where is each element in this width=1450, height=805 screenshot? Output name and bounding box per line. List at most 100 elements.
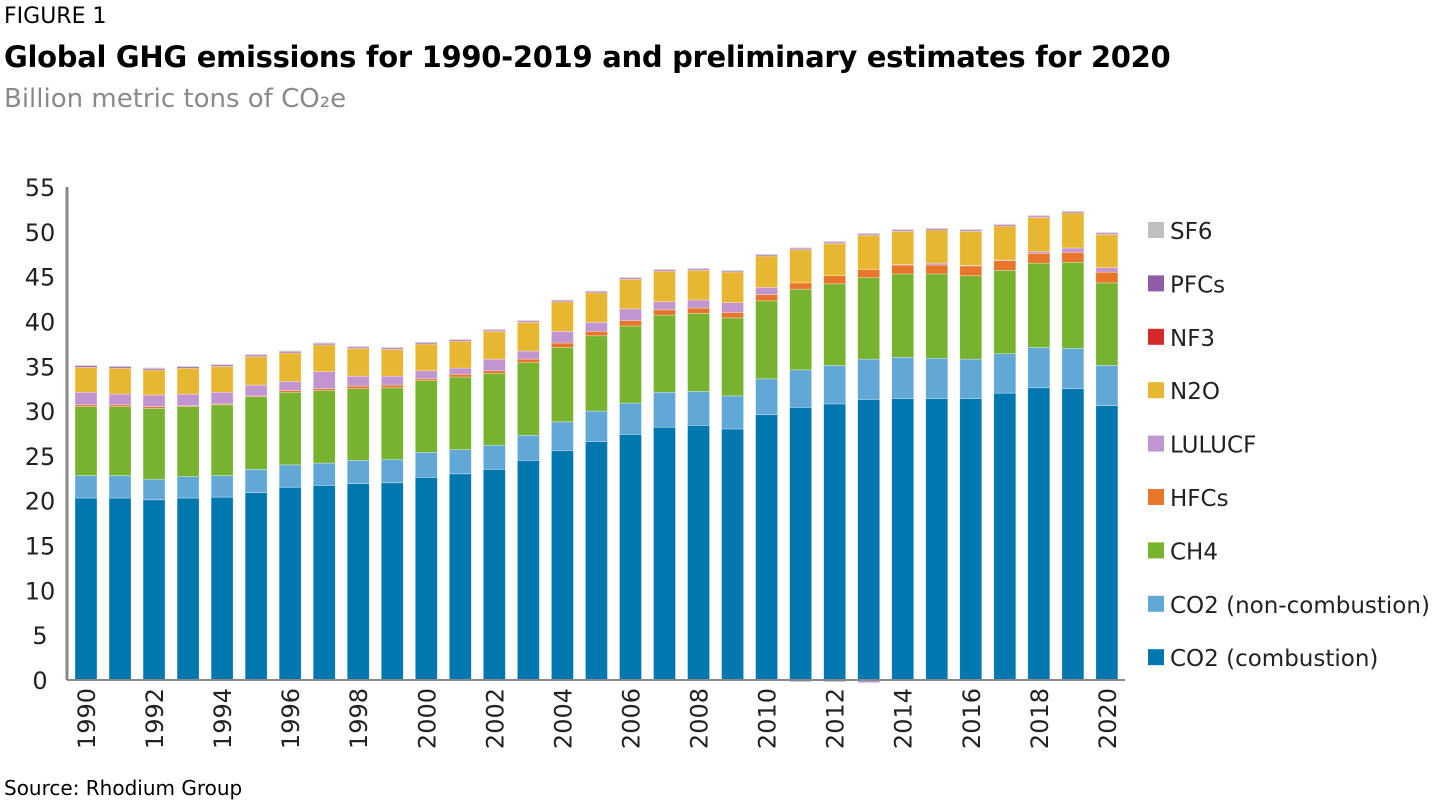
x-tick-label: 2000 (413, 688, 441, 749)
bar-segment-co2-combustion--2015 (925, 398, 949, 681)
bar-segment-co2-non-combustion--1998 (346, 460, 370, 484)
bar-segment-sf6-2014 (891, 228, 915, 231)
y-tick-label: 15 (25, 533, 56, 561)
legend-swatch (1148, 328, 1164, 345)
bar-segment-n2o-2007 (653, 270, 676, 303)
bar-segment-n2o-2008 (687, 270, 710, 301)
bar-segment-hfcs-2009 (721, 312, 744, 319)
bar-segment-lulucf-2006 (619, 308, 642, 321)
bar-segment-co2-non-combustion--1992 (142, 478, 166, 501)
bar-segment-co2-non-combustion--2010 (755, 378, 778, 415)
bar-segment-co2-combustion--2001 (449, 473, 472, 681)
bar-segment-sf6-2012 (823, 240, 846, 243)
x-tick-label: 2008 (686, 688, 714, 749)
bar-segment-ch4-1999 (380, 387, 404, 460)
bar-segment-ch4-2014 (891, 273, 915, 358)
bar-segment-n2o-1998 (346, 348, 370, 377)
bar-segment-sf6-2006 (619, 276, 642, 279)
bar-segment-hfcs-2016 (959, 265, 983, 277)
bar-segment-lulucf-2000 (414, 370, 438, 380)
legend-swatch (1148, 595, 1164, 612)
bar-segment-ch4-2019 (1061, 261, 1085, 349)
bar-segment-n2o-2001 (449, 340, 472, 369)
bar-segment-ch4-2005 (585, 335, 608, 412)
bar-segment-hfcs-1999 (380, 384, 404, 389)
bar-segment-ch4-2006 (619, 325, 642, 404)
bar-segment-lulucf-1990 (74, 391, 98, 406)
bar-segment-co2-non-combustion--1991 (108, 475, 132, 499)
chart-title: Global GHG emissions for 1990-2019 and p… (4, 40, 1171, 74)
y-tick-label: 10 (25, 577, 56, 605)
bar-segment-co2-combustion--2017 (993, 392, 1017, 681)
bar-segment-co2-combustion--1992 (142, 499, 166, 681)
bar-segment-co2-non-combustion--1997 (312, 462, 336, 486)
y-tick-label: 50 (25, 219, 56, 247)
bar-segment-hfcs-2012 (823, 275, 846, 285)
bar-segment-co2-combustion--1994 (210, 496, 234, 681)
bar-segment-co2-non-combustion--2015 (925, 357, 949, 399)
x-tick-label: 2012 (822, 688, 850, 749)
bar-segment-co2-non-combustion--2014 (891, 357, 915, 399)
bar-segment-co2-combustion--1999 (380, 482, 404, 681)
bar-segment-ch4-2015 (925, 273, 949, 359)
bar-segment-co2-combustion--2020 (1095, 405, 1119, 681)
y-tick-label: 25 (25, 443, 56, 471)
bar-segment-sf6-2001 (449, 338, 472, 341)
bar-segment-sf6-2015 (925, 227, 949, 229)
bar-segment-lulucf-2002 (483, 358, 506, 372)
bar-segment-lulucf-2009 (721, 302, 744, 313)
bar-segment-n2o-2009 (721, 271, 744, 303)
bar-segment-sf6-1998 (346, 345, 370, 348)
legend-label: N2O (1170, 379, 1220, 405)
bar-segment-co2-combustion--2007 (653, 426, 676, 681)
bar-segment-sf6-1991 (108, 365, 132, 367)
y-tick-label: 5 (32, 622, 47, 650)
bar-segment-co2-non-combustion--2011 (789, 369, 812, 408)
bar-segment-ch4-1997 (312, 390, 336, 464)
bar-segment-co2-combustion--1995 (244, 492, 268, 681)
bar-segment-ch4-2003 (517, 362, 540, 436)
legend-swatch (1148, 382, 1164, 399)
legend-swatch (1148, 542, 1164, 559)
bar-segment-co2-combustion--1990 (74, 497, 98, 681)
bar-segment-co2-non-combustion--2005 (585, 410, 608, 442)
bar-segment-sf6-2009 (721, 269, 744, 272)
bar-segment-ch4-2001 (449, 376, 472, 450)
bar-segment-sf6-1999 (380, 346, 404, 349)
bar-segment-n2o-1992 (142, 369, 166, 396)
x-tick-label: 2010 (754, 688, 782, 749)
x-tick-label: 2004 (549, 688, 577, 749)
bar-segment-n2o-2014 (891, 231, 915, 265)
bar-segment-hfcs-2008 (687, 307, 710, 314)
bar-segment-sf6-1990 (74, 364, 98, 367)
legend-label: CO2 (combustion) (1170, 646, 1378, 672)
bar-segment-ch4-1994 (210, 404, 234, 476)
y-tick-label: 30 (25, 398, 56, 426)
bar-segment-hfcs-2013 (857, 269, 880, 278)
bar-segment-hfcs-2004 (551, 342, 574, 348)
bar-segment-ch4-2000 (414, 380, 438, 453)
source-note: Source: Rhodium Group (4, 776, 243, 800)
bar-segment-co2-non-combustion--2009 (721, 395, 744, 430)
bar-segment-sf6-2013 (857, 232, 880, 235)
bar-segment-ch4-2020 (1095, 282, 1119, 366)
x-tick-label: 1998 (345, 688, 373, 749)
legend-label: LULUCF (1170, 433, 1256, 459)
bar-segment-co2-non-combustion--1999 (380, 459, 404, 484)
bar-segment-co2-combustion--2003 (517, 460, 540, 681)
bar-segment-sf6-1992 (142, 367, 166, 369)
bar-segment-sf6-2007 (653, 268, 676, 271)
bar-segment-n2o-2005 (585, 292, 608, 323)
bar-segment-lulucf-2003 (517, 350, 540, 360)
legend-swatch (1148, 275, 1164, 292)
bar-segment-lulucf-1995 (244, 384, 268, 397)
figure-label: FIGURE 1 (4, 4, 107, 29)
bar-segment-hfcs-2010 (755, 294, 778, 302)
bar-segment-lulucf-1992 (142, 394, 166, 407)
bar-segment-hfcs-2014 (891, 264, 915, 275)
bar-segment-co2-combustion--2018 (1027, 387, 1051, 681)
bar-segment-ch4-1992 (142, 408, 166, 480)
bar-segment-lulucf-1993 (176, 393, 200, 407)
x-tick-label: 2020 (1094, 688, 1122, 749)
bar-segment-co2-combustion--2002 (483, 469, 506, 681)
